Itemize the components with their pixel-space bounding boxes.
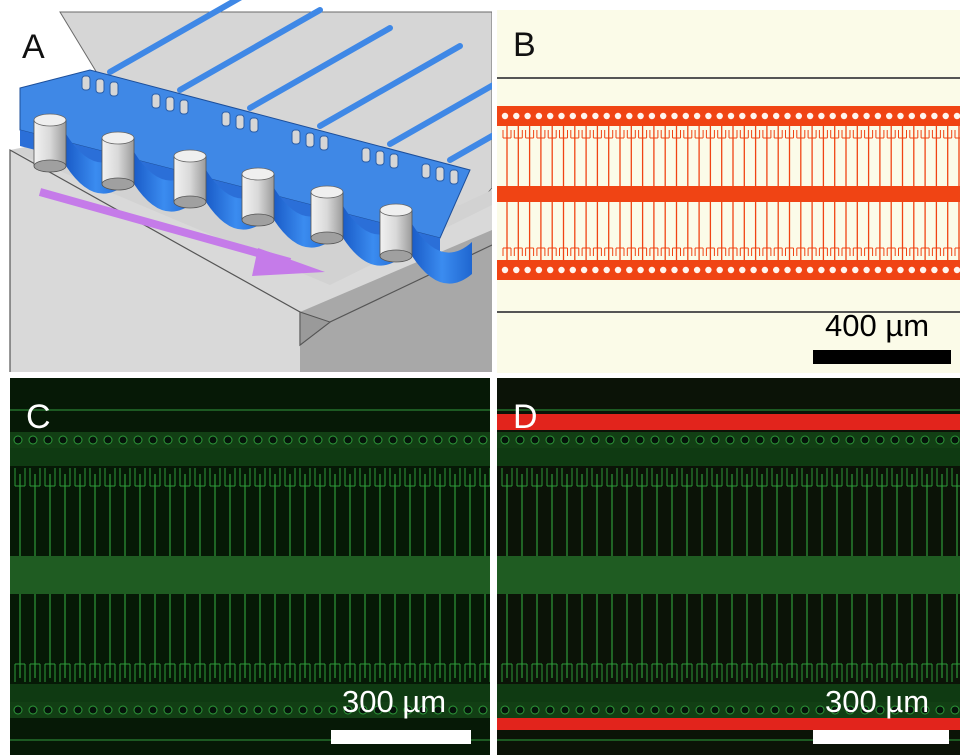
brightfield-channel-image [497, 77, 960, 313]
panel-b-brightfield-micrograph: B 400 µm [497, 10, 960, 373]
scale-bar-c [331, 730, 471, 744]
scale-bar-b [813, 350, 951, 364]
green-fluorescence-channel-image [10, 378, 490, 755]
channel-schematic-illustration [9, 0, 492, 372]
panel-c-fluorescence-micrograph: C 300 µm [10, 378, 490, 755]
scale-bar-label-c: 300 µm [342, 684, 447, 719]
scale-bar-label-b: 400 µm [825, 308, 930, 343]
panel-d-fluorescence-overlay: D 300 µm [497, 378, 960, 755]
scale-bar-label-d: 300 µm [825, 684, 930, 719]
panel-a-label: A [22, 28, 45, 66]
panel-a-schematic: A [0, 0, 492, 378]
flow-direction-arrow-icon [38, 188, 325, 276]
panel-c-label: C [26, 398, 51, 436]
two-color-fluorescence-channel-image [497, 378, 960, 755]
panel-b-label: B [513, 26, 536, 64]
panel-d-label: D [513, 398, 538, 436]
scale-bar-d [813, 730, 949, 744]
